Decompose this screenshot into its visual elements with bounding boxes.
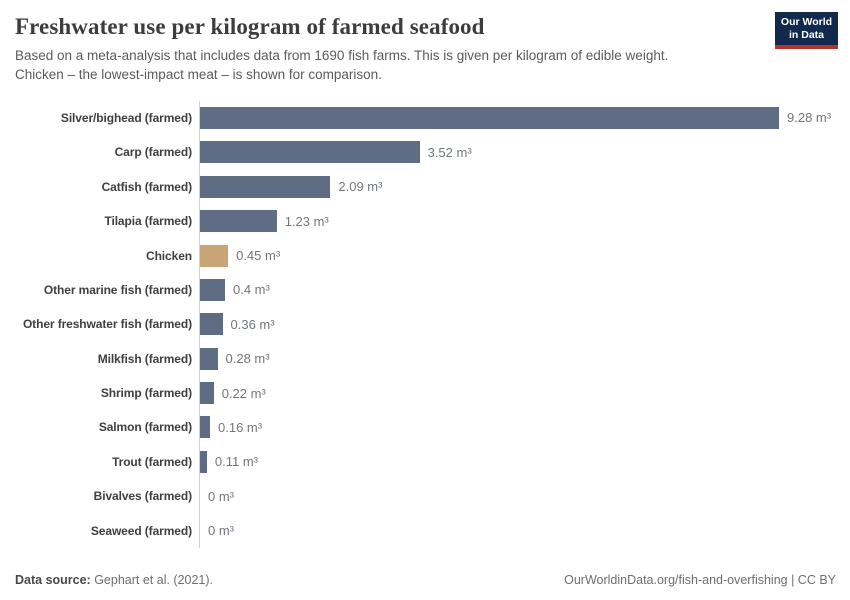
category-label: Salmon (farmed) [98, 420, 192, 435]
bar[interactable] [200, 141, 420, 164]
category-label: Trout (farmed) [112, 454, 192, 469]
data-source-label: Data source: [15, 573, 91, 587]
category-label: Tilapia (farmed) [104, 214, 192, 229]
category-label: Milkfish (farmed) [97, 351, 192, 366]
value-label: 0.16 m³ [218, 419, 263, 435]
owid-logo[interactable]: Our World in Data [775, 12, 838, 49]
data-source-value: Gephart et al. (2021). [90, 573, 214, 587]
bar-area: 2.09 m³ [199, 169, 835, 204]
category-label: Bivalves (farmed) [93, 489, 192, 504]
bar-area: 3.52 m³ [199, 135, 835, 170]
value-label: 0 m³ [208, 488, 234, 504]
chart-row: Carp (farmed) 3.52 m³ [15, 135, 835, 170]
bar-area: 0.28 m³ [199, 341, 835, 376]
data-source: Data source: Gephart et al. (2021). [15, 573, 213, 587]
footer-attribution: OurWorldinData.org/fish-and-overfishing … [564, 573, 836, 587]
bar[interactable] [200, 382, 214, 405]
value-label: 0.36 m³ [230, 316, 275, 332]
bar-area: 1.23 m³ [199, 203, 835, 239]
category-label: Shrimp (farmed) [100, 386, 192, 401]
chart-row: Other marine fish (farmed) 0.4 m³ [15, 272, 835, 308]
chart-title: Freshwater use per kilogram of farmed se… [15, 14, 485, 39]
bar-area: 0 m³ [199, 513, 835, 548]
bar-area: 0 m³ [199, 479, 835, 514]
chart-row: Trout (farmed) 0.11 m³ [15, 444, 835, 480]
chart-row: Milkfish (farmed) 0.28 m³ [15, 341, 835, 376]
bar-area: 0.11 m³ [199, 444, 835, 480]
bar-area: 9.28 m³ [199, 100, 835, 136]
bar[interactable] [200, 313, 223, 336]
chart-subtitle-line1: Based on a meta-analysis that includes d… [15, 48, 669, 63]
bar[interactable] [200, 450, 207, 473]
category-label: Seaweed (farmed) [90, 523, 192, 538]
value-label: 0.22 m³ [221, 385, 266, 401]
bar[interactable] [200, 106, 779, 129]
chart-row: Salmon (farmed) 0.16 m³ [15, 410, 835, 445]
chart-row: Bivalves (farmed) 0 m³ [15, 479, 835, 514]
bar-area: 0.22 m³ [199, 375, 835, 411]
category-label: Catfish (farmed) [101, 179, 193, 194]
category-label: Silver/bighead (farmed) [60, 110, 192, 125]
category-label: Carp (farmed) [114, 145, 192, 160]
owid-logo-line1: Our World [780, 16, 833, 28]
chart-row: Other freshwater fish (farmed) 0.36 m³ [15, 307, 835, 342]
value-label: 0.28 m³ [225, 351, 270, 367]
bar[interactable] [200, 347, 218, 370]
bar-area: 0.45 m³ [199, 238, 835, 273]
bar[interactable] [200, 278, 225, 301]
chart-footer: Data source: Gephart et al. (2021). OurW… [15, 573, 836, 587]
owid-logo-line2: in Data [788, 29, 824, 42]
chart-row: Silver/bighead (farmed) 9.28 m³ [15, 100, 835, 136]
bar[interactable] [200, 210, 277, 233]
value-label: 1.23 m³ [284, 213, 329, 229]
value-label: 0.45 m³ [236, 248, 281, 264]
chart-row: Chicken 0.45 m³ [15, 238, 835, 273]
category-label: Other marine fish (farmed) [43, 282, 192, 297]
value-label: 0.11 m³ [214, 454, 258, 470]
value-label: 3.52 m³ [427, 144, 472, 160]
chart-subtitle-line2: Chicken – the lowest-impact meat – is sh… [15, 66, 382, 82]
chart-subtitle: Based on a meta-analysis that includes d… [15, 47, 835, 85]
bar[interactable] [200, 244, 229, 267]
bar-area: 0.16 m³ [199, 410, 835, 445]
chart-row: Seaweed (farmed) 0 m³ [15, 513, 835, 548]
value-label: 0.4 m³ [233, 282, 270, 298]
bar[interactable] [200, 175, 331, 198]
category-label: Other freshwater fish (farmed) [22, 317, 192, 332]
chart-row: Shrimp (farmed) 0.22 m³ [15, 375, 835, 411]
chart-row: Catfish (farmed) 2.09 m³ [15, 169, 835, 204]
chart-row: Tilapia (farmed) 1.23 m³ [15, 203, 835, 239]
bar-chart: Silver/bighead (farmed) 9.28 m³ Carp (fa… [15, 100, 835, 548]
bar-area: 0.36 m³ [199, 307, 835, 342]
value-label: 2.09 m³ [338, 179, 383, 195]
bar[interactable] [200, 416, 210, 439]
value-label: 0 m³ [208, 523, 234, 539]
category-label: Chicken [146, 248, 192, 263]
bar-area: 0.4 m³ [199, 272, 835, 308]
value-label: 9.28 m³ [787, 110, 832, 126]
